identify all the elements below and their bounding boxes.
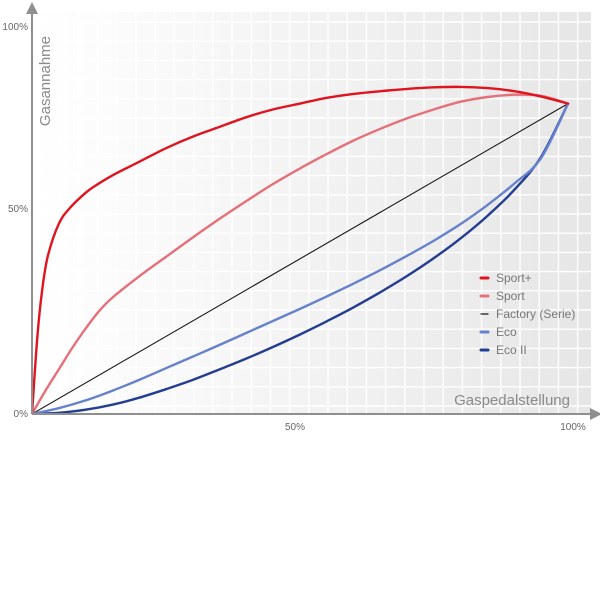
y-axis bbox=[26, 2, 38, 414]
legend-label: Eco bbox=[496, 325, 517, 339]
x-axis-arrow-icon bbox=[590, 408, 600, 420]
x-axis bbox=[32, 408, 600, 420]
x-tick-label: 100% bbox=[560, 422, 586, 433]
legend-label: Sport+ bbox=[496, 271, 532, 285]
grid bbox=[32, 12, 591, 414]
y-axis-title: Gasannahme bbox=[37, 36, 54, 126]
series-line-eco bbox=[32, 102, 570, 414]
y-tick-label: 50% bbox=[8, 204, 28, 215]
series-line-factory-serie bbox=[32, 103, 569, 414]
series-line-sport bbox=[32, 85, 570, 414]
series-line-eco-ii bbox=[32, 102, 570, 414]
legend-label: Eco II bbox=[496, 343, 527, 357]
x-axis-title: Gaspedalstellung bbox=[454, 392, 570, 409]
legend-label: Factory (Serie) bbox=[496, 307, 575, 321]
y-tick-label: 0% bbox=[14, 409, 29, 420]
legend: Sport+ Sport Factory (Serie) Eco Eco II bbox=[479, 271, 575, 357]
series-line-sport bbox=[32, 93, 570, 414]
legend-label: Sport bbox=[496, 289, 525, 303]
y-axis-arrow-icon bbox=[26, 2, 38, 14]
curves bbox=[32, 85, 570, 414]
y-tick-label: 100% bbox=[2, 22, 28, 33]
x-tick-label: 50% bbox=[285, 422, 305, 433]
